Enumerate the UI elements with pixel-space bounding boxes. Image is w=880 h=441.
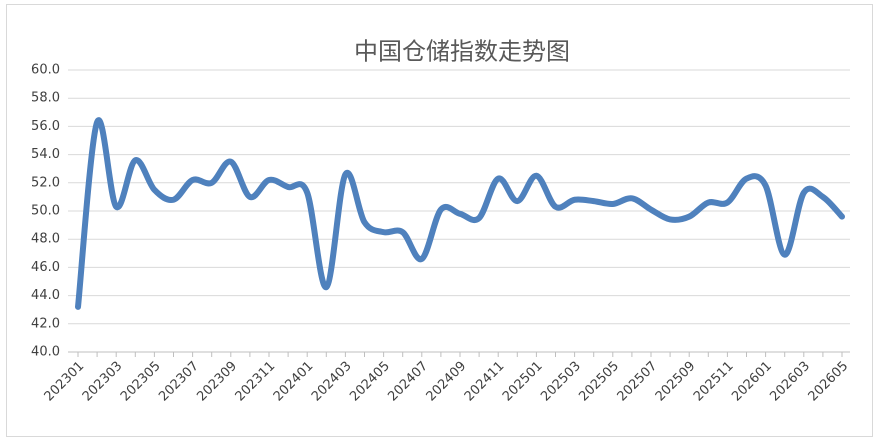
y-tick-label: 44.0	[31, 288, 60, 303]
y-tick-label: 56.0	[31, 119, 60, 134]
y-tick-label: 40.0	[31, 345, 60, 360]
y-tick-label: 54.0	[31, 147, 60, 162]
y-tick-label: 58.0	[31, 91, 60, 106]
y-tick-label: 52.0	[31, 175, 60, 190]
y-tick-label: 60.0	[31, 63, 60, 78]
y-tick-label: 48.0	[31, 232, 60, 247]
chart-border	[6, 4, 873, 437]
chart-title: 中国仓储指数走势图	[354, 38, 570, 66]
y-tick-label: 50.0	[31, 204, 60, 219]
data-line	[75, 117, 845, 310]
y-tick-label: 46.0	[31, 260, 60, 275]
y-tick-label: 42.0	[31, 316, 60, 331]
